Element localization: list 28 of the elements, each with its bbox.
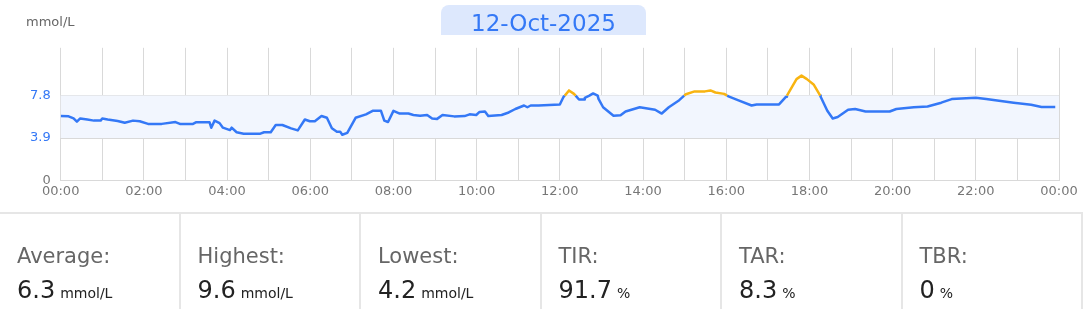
y-axis-title: mmol/L (26, 14, 75, 29)
text: TBR: (919, 244, 969, 268)
text: 0 % (919, 276, 954, 304)
text: 91.7 % (558, 276, 631, 304)
x-tick-label: 06:00 (291, 182, 329, 198)
x-tick-label: 14:00 (624, 182, 662, 198)
text: Average: (17, 244, 112, 268)
x-tick-label: 16:00 (707, 182, 745, 198)
text: 8.3 % (739, 276, 796, 304)
x-tick-label: 20:00 (873, 182, 912, 198)
x-tick-label: 10:00 (457, 182, 496, 198)
y-tick-label: 7.8 (29, 87, 51, 102)
chart-title: 12-Oct-2025 (441, 5, 646, 36)
x-tick-label: 04:00 (208, 182, 246, 198)
text: Highest: (197, 244, 286, 268)
text: Lowest: (378, 244, 460, 268)
y-tick-label: 3.9 (29, 129, 51, 145)
x-tick-label: 12:00 (541, 182, 579, 198)
x-tick-label: 00:00 (1040, 182, 1078, 198)
text: 4.2 mmol/L (378, 276, 474, 304)
text: TIR: (558, 244, 600, 268)
x-tick-label: 08:00 (374, 182, 413, 198)
x-tick-label: 22:00 (957, 182, 995, 198)
text: 9.6 mmol/L (197, 276, 293, 304)
x-tick-label: 02:00 (125, 182, 163, 198)
text: TAR: (739, 244, 787, 268)
text: 6.3 mmol/L (17, 276, 113, 304)
x-tick-label: 18:00 (790, 182, 829, 198)
